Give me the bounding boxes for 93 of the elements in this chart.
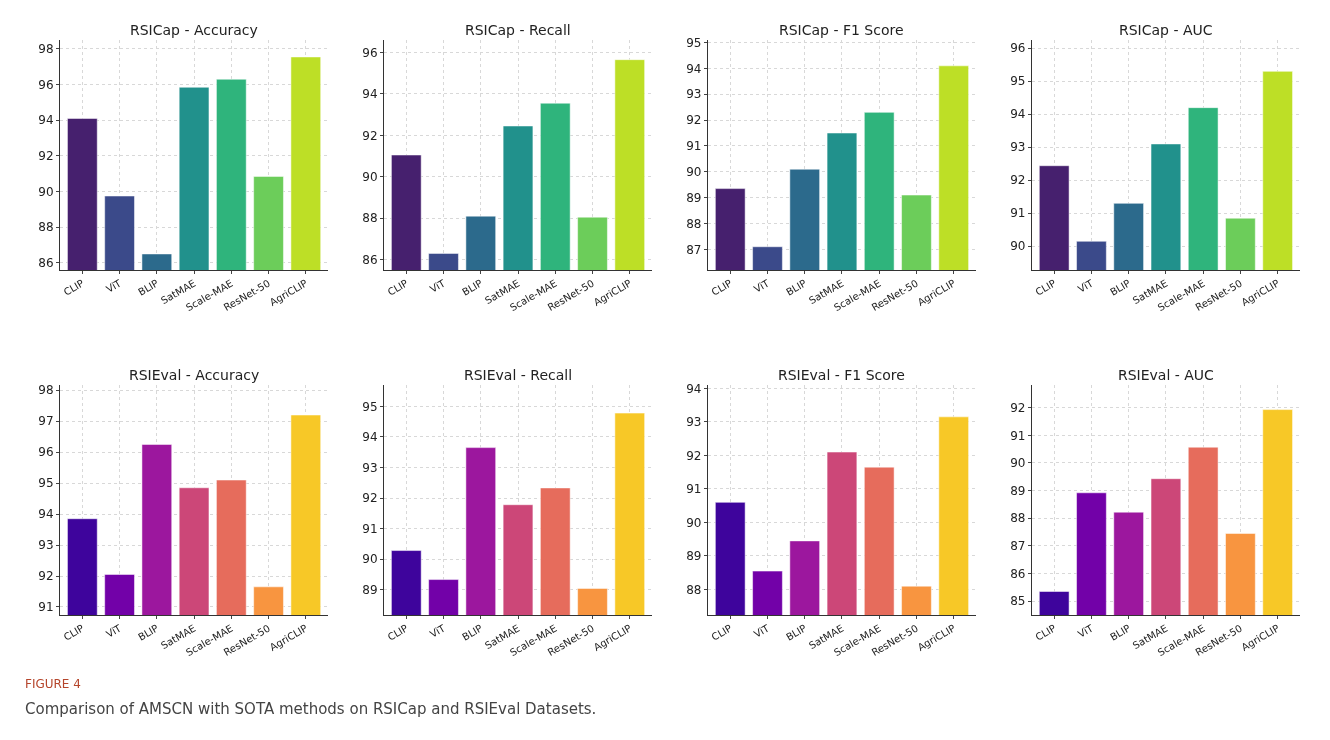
y-tick-label: 95 (686, 35, 702, 50)
y-tick-label: 95 (38, 476, 54, 491)
y-tick-label: 92 (38, 149, 54, 164)
y-tick-label: 98 (38, 42, 54, 57)
y-tick-label: 90 (1010, 239, 1026, 254)
x-tick-label: CLIP (61, 277, 86, 298)
x-tick-label: BLIP (136, 277, 161, 298)
y-tick-label: 97 (38, 414, 54, 429)
x-tick-label: CLIP (385, 277, 410, 298)
x-tick-label: CLIP (385, 622, 410, 643)
x-tick-label: CLIP (1033, 277, 1058, 298)
x-tick-label: CLIP (709, 277, 734, 298)
x-tick-label: CLIP (61, 622, 86, 643)
y-tick-label: 90 (686, 515, 702, 530)
y-tick-label: 95 (1010, 74, 1026, 89)
y-tick-label: 96 (38, 77, 54, 92)
x-tick-label: BLIP (784, 622, 809, 643)
y-tick-label: 94 (38, 113, 54, 128)
y-tick-label: 89 (1010, 483, 1026, 498)
y-tick-label: 91 (38, 600, 54, 615)
chart-title: RSICap - AUC (1119, 22, 1213, 38)
x-tick-label: BLIP (136, 622, 161, 643)
x-tick-label: ViT (752, 277, 772, 295)
y-tick-label: 92 (38, 569, 54, 584)
y-tick-label: 93 (362, 460, 378, 475)
y-tick-label: 92 (362, 128, 378, 143)
x-tick-label: ViT (104, 622, 124, 640)
y-tick-label: 92 (1010, 173, 1026, 188)
y-tick-label: 89 (686, 190, 702, 205)
y-tick-label: 91 (1010, 206, 1026, 221)
y-tick-label: 89 (686, 549, 702, 564)
y-tick-label: 96 (362, 45, 378, 60)
y-tick-label: 88 (1010, 511, 1026, 526)
y-tick-label: 92 (686, 448, 702, 463)
y-tick-label: 90 (38, 184, 54, 199)
y-tick-label: 93 (38, 538, 54, 553)
y-tick-label: 92 (686, 113, 702, 128)
y-tick-label: 94 (362, 430, 378, 445)
x-tick-label: BLIP (1108, 622, 1133, 643)
x-tick-label: BLIP (460, 622, 485, 643)
y-tick-label: 94 (362, 87, 378, 102)
y-tick-label: 90 (1010, 456, 1026, 471)
y-tick-label: 96 (1010, 41, 1026, 56)
y-tick-label: 98 (38, 383, 54, 398)
y-tick-label: 87 (686, 242, 702, 257)
x-tick-label: BLIP (784, 277, 809, 298)
x-tick-label: CLIP (709, 622, 734, 643)
y-tick-label: 88 (362, 211, 378, 226)
chart-title: RSICap - F1 Score (779, 22, 904, 38)
chart-title: RSICap - Accuracy (130, 22, 258, 38)
y-tick-label: 94 (38, 507, 54, 522)
chart-title: RSIEval - F1 Score (778, 367, 905, 383)
y-tick-label: 89 (362, 582, 378, 597)
y-tick-label: 90 (362, 552, 378, 567)
y-tick-label: 86 (38, 256, 54, 271)
y-tick-label: 90 (362, 169, 378, 184)
x-tick-label: CLIP (1033, 622, 1058, 643)
x-tick-label: ViT (1076, 277, 1096, 295)
y-tick-label: 85 (1010, 594, 1026, 609)
y-tick-label: 92 (1010, 400, 1026, 415)
chart-title: RSIEval - Accuracy (129, 367, 260, 383)
y-tick-label: 96 (38, 445, 54, 460)
y-tick-label: 91 (686, 139, 702, 154)
y-tick-label: 88 (38, 220, 54, 235)
y-tick-label: 86 (1010, 566, 1026, 581)
x-tick-label: ViT (428, 277, 448, 295)
y-tick-label: 87 (1010, 539, 1026, 554)
y-tick-label: 88 (686, 216, 702, 231)
x-tick-label: ViT (104, 277, 124, 295)
chart-title: RSIEval - Recall (464, 367, 573, 383)
x-tick-label: ViT (752, 622, 772, 640)
y-tick-label: 88 (686, 582, 702, 597)
text: Comparison of AMSCN with SOTA methods on RSICap and RSIEval Datasets. (25, 700, 597, 718)
y-tick-label: 94 (686, 61, 702, 76)
y-tick-label: 92 (362, 491, 378, 506)
y-tick-label: 90 (686, 165, 702, 179)
x-tick-label: BLIP (460, 277, 485, 298)
y-tick-label: 93 (686, 415, 702, 430)
y-tick-label: 91 (362, 521, 378, 536)
chart-title: RSIEval - AUC (1118, 367, 1215, 383)
y-tick-label: 91 (1010, 428, 1026, 443)
y-tick-label: 91 (686, 482, 702, 497)
y-tick-label: 93 (1010, 140, 1026, 155)
y-tick-label: 86 (362, 252, 378, 267)
caption: FIGURE 4 (25, 677, 81, 691)
y-tick-label: 94 (1010, 107, 1026, 122)
x-tick-label: BLIP (1108, 277, 1133, 298)
chart-title: RSICap - Recall (465, 22, 571, 38)
x-tick-label: ViT (428, 622, 448, 640)
y-tick-label: 93 (686, 87, 702, 102)
x-tick-label: ViT (1076, 622, 1096, 640)
y-tick-label: 94 (686, 381, 702, 396)
y-tick-label: 95 (362, 399, 378, 414)
